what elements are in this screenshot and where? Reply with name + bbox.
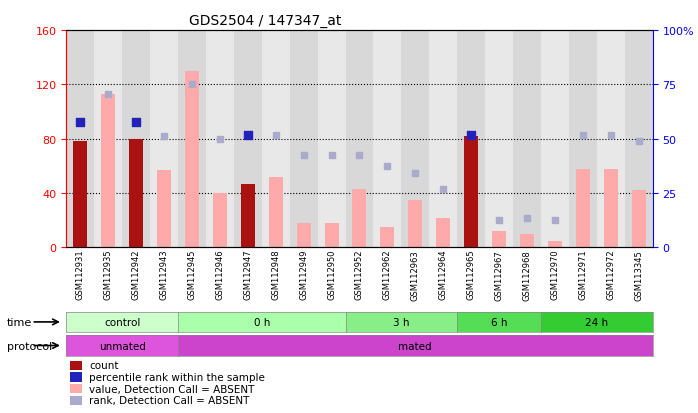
Bar [206, 31, 234, 248]
Bar [234, 31, 262, 248]
Text: time: time [7, 317, 32, 327]
Bar [625, 31, 653, 248]
Point [493, 217, 505, 224]
Bar [178, 31, 206, 248]
Bar [297, 223, 311, 248]
Bar [94, 31, 122, 248]
Bar [485, 31, 513, 248]
Bar [150, 31, 178, 248]
Bar [241, 184, 255, 248]
Point [326, 152, 337, 159]
Text: protocol: protocol [7, 341, 52, 351]
Bar [520, 234, 534, 248]
Bar [262, 31, 290, 248]
Bar [318, 31, 346, 248]
Bar [597, 31, 625, 248]
Bar [185, 71, 199, 248]
Bar [408, 200, 422, 248]
Point [242, 132, 253, 139]
Point [103, 91, 114, 98]
Bar [325, 223, 339, 248]
Point [466, 132, 477, 139]
Point [633, 139, 644, 145]
Text: count: count [89, 361, 119, 370]
Point [131, 120, 142, 126]
Text: 3 h: 3 h [393, 317, 410, 327]
Bar [457, 31, 485, 248]
Point [549, 217, 560, 224]
Bar [401, 31, 429, 248]
Point [298, 152, 309, 159]
Bar [513, 31, 541, 248]
Point [605, 132, 616, 139]
Text: 0 h: 0 h [253, 317, 270, 327]
Point [186, 82, 198, 88]
Text: unmated: unmated [98, 341, 146, 351]
Point [214, 136, 225, 143]
Bar [541, 31, 569, 248]
Bar [122, 31, 150, 248]
Text: 6 h: 6 h [491, 317, 507, 327]
Text: control: control [104, 317, 140, 327]
Bar [129, 140, 143, 248]
Point [354, 152, 365, 159]
Bar [569, 31, 597, 248]
Point [521, 215, 533, 221]
Point [410, 170, 421, 177]
Bar [380, 228, 394, 248]
Bar [632, 191, 646, 248]
Bar [464, 137, 478, 248]
Bar [66, 31, 94, 248]
Bar [213, 194, 227, 248]
Text: 24 h: 24 h [585, 317, 609, 327]
Bar [436, 218, 450, 248]
Point [438, 186, 449, 193]
Text: mated: mated [399, 341, 432, 351]
Bar [604, 169, 618, 248]
Bar [269, 177, 283, 248]
Bar [352, 190, 366, 248]
Point [75, 120, 86, 126]
Bar [576, 169, 590, 248]
Point [577, 132, 588, 139]
Text: percentile rank within the sample: percentile rank within the sample [89, 372, 265, 382]
Text: value, Detection Call = ABSENT: value, Detection Call = ABSENT [89, 384, 255, 394]
Text: rank, Detection Call = ABSENT: rank, Detection Call = ABSENT [89, 395, 250, 405]
Bar [290, 31, 318, 248]
Bar [73, 142, 87, 248]
Bar [346, 31, 373, 248]
Bar [548, 241, 562, 248]
Point [158, 133, 170, 140]
Point [270, 132, 281, 139]
Bar [157, 171, 171, 248]
Bar [373, 31, 401, 248]
Bar [101, 95, 115, 248]
Text: GDS2504 / 147347_at: GDS2504 / 147347_at [189, 14, 341, 28]
Point [382, 163, 393, 170]
Bar [429, 31, 457, 248]
Bar [492, 232, 506, 248]
